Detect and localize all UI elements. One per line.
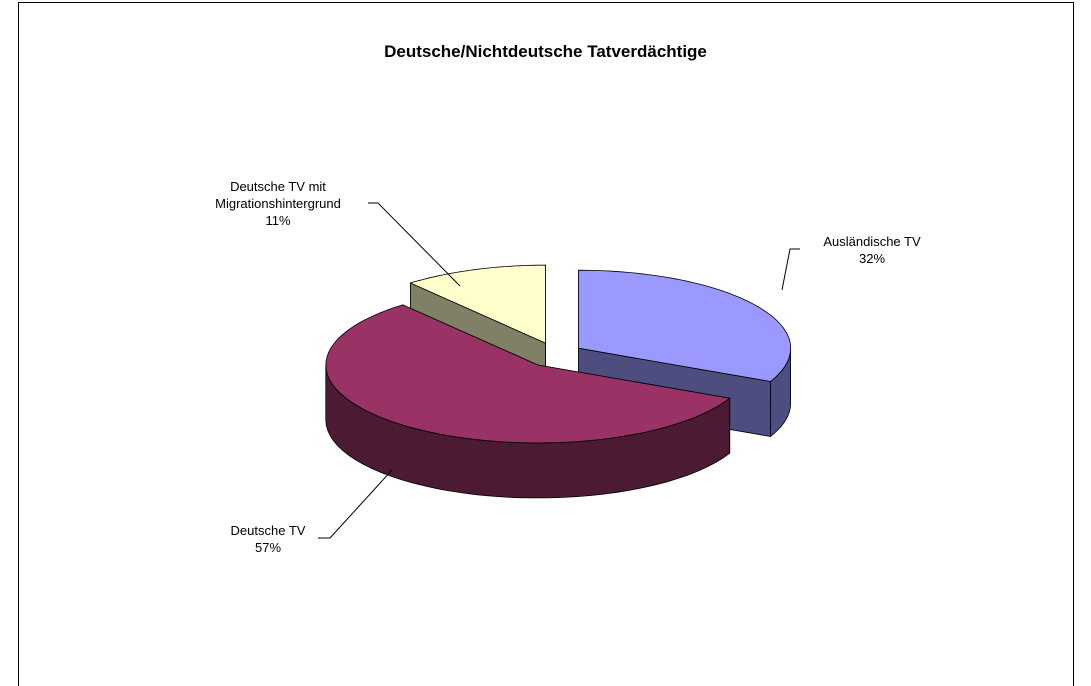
data-label: Deutsche TV mit Migrationshintergrund 11% [188,178,368,229]
slice-top [409,264,546,344]
leader-line [318,469,393,539]
label-category: Ausländische TV [823,234,921,249]
data-label: Ausländische TV 32% [782,233,962,267]
pie [325,264,791,499]
leader-line [781,248,800,291]
slice-top [325,304,731,444]
data-label: Deutsche TV 57% [178,522,358,556]
label-value: 57% [254,540,282,555]
slice-top [578,269,791,382]
label-category: Deutsche TV mit Migrationshintergrund [215,179,341,211]
leader-line [368,202,461,287]
label-value: 32% [858,251,886,266]
label-category: Deutsche TV [230,523,306,538]
chart-frame [18,2,1074,686]
label-value: 11% [265,213,291,228]
chart-title: Deutsche/Nichtdeutsche Tatverdächtige [384,42,707,61]
pie-slice [325,304,731,499]
